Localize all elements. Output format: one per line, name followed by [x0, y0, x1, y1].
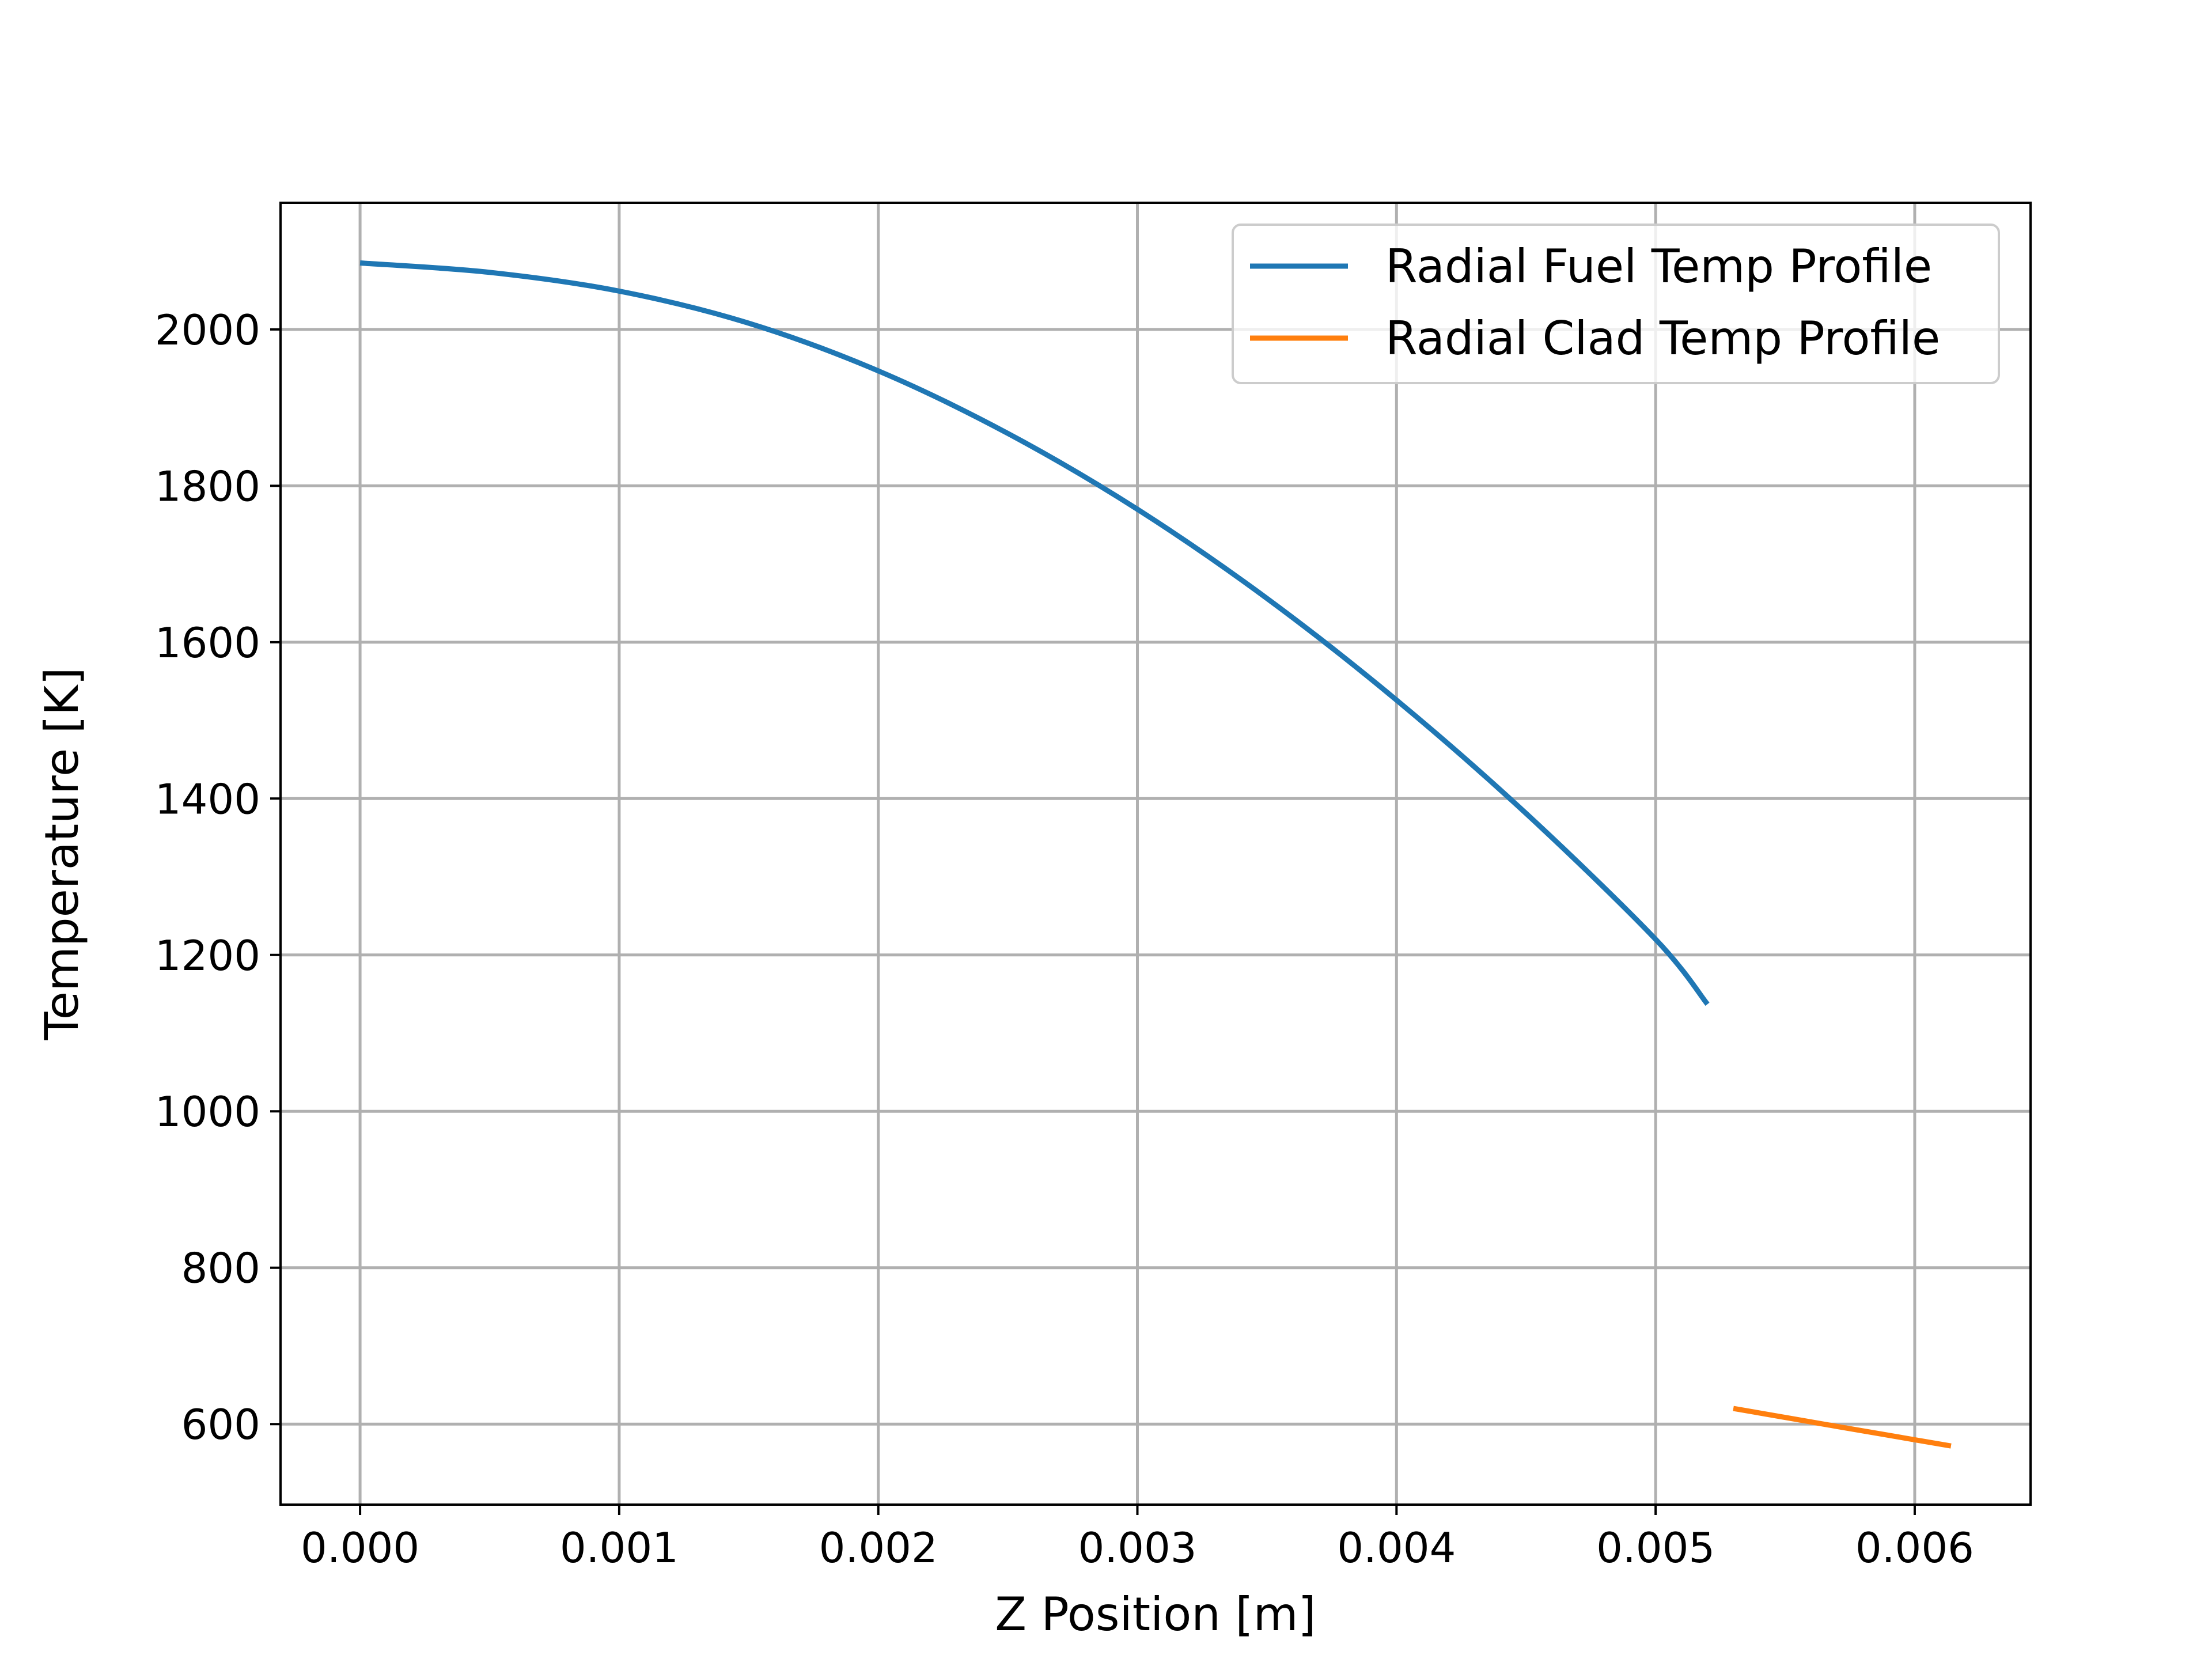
x-tick-label: 0.003 [1078, 1524, 1196, 1572]
x-axis-label: Z Position [m] [995, 1588, 1316, 1641]
x-tick-label: 0.006 [1855, 1524, 1974, 1572]
grid [281, 203, 2031, 1505]
x-tick-label: 0.004 [1337, 1524, 1456, 1572]
y-tick-label: 1800 [155, 462, 260, 510]
y-axis-label: Temperature [K] [35, 667, 89, 1040]
ticks: 0.000 0.001 0.002 0.003 0.004 0.005 0.006 600 80… [155, 306, 1974, 1572]
y-tick-label: 1600 [155, 619, 260, 667]
x-tick-label: 0.005 [1596, 1524, 1715, 1572]
x-tick-label: 0.001 [560, 1524, 679, 1572]
series-line-2 [1733, 1406, 1952, 1449]
y-tick-label: 1000 [155, 1088, 260, 1136]
series-lines [359, 260, 1952, 1449]
legend-box [1232, 224, 2000, 384]
legend: Radial Fuel Temp Profile Radial Clad Temp… [1232, 224, 2000, 384]
plot-area-frame [279, 202, 2032, 1506]
y-tick-label: 1200 [155, 931, 260, 980]
x-tick-label: 0.002 [819, 1524, 938, 1572]
legend-label-2: Radial Clad Temp Profile [1385, 312, 1940, 365]
x-tick-label: 0.000 [301, 1524, 419, 1572]
series-line-1 [359, 260, 1710, 1006]
legend-label-1: Radial Fuel Temp Profile [1385, 240, 1932, 293]
y-tick-label: 1400 [155, 775, 260, 823]
y-tick-label: 800 [181, 1244, 260, 1293]
y-tick-label: 600 [181, 1400, 260, 1449]
y-tick-label: 2000 [155, 306, 260, 354]
